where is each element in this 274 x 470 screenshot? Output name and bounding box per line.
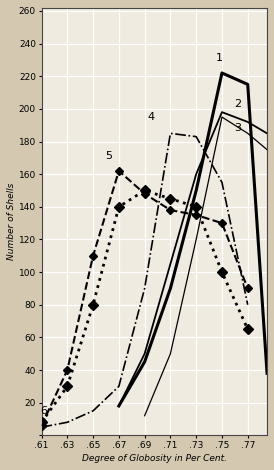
Text: 1: 1 xyxy=(216,53,223,63)
Text: 2: 2 xyxy=(234,99,241,109)
Text: 5: 5 xyxy=(105,151,112,161)
X-axis label: Degree of Globosity in Per Cent.: Degree of Globosity in Per Cent. xyxy=(82,454,227,463)
Y-axis label: Number of Shells: Number of Shells xyxy=(7,183,16,260)
Text: 3: 3 xyxy=(234,123,241,133)
Text: 6: 6 xyxy=(41,406,48,416)
Text: 4: 4 xyxy=(147,112,155,122)
Text: 4: 4 xyxy=(41,421,48,431)
